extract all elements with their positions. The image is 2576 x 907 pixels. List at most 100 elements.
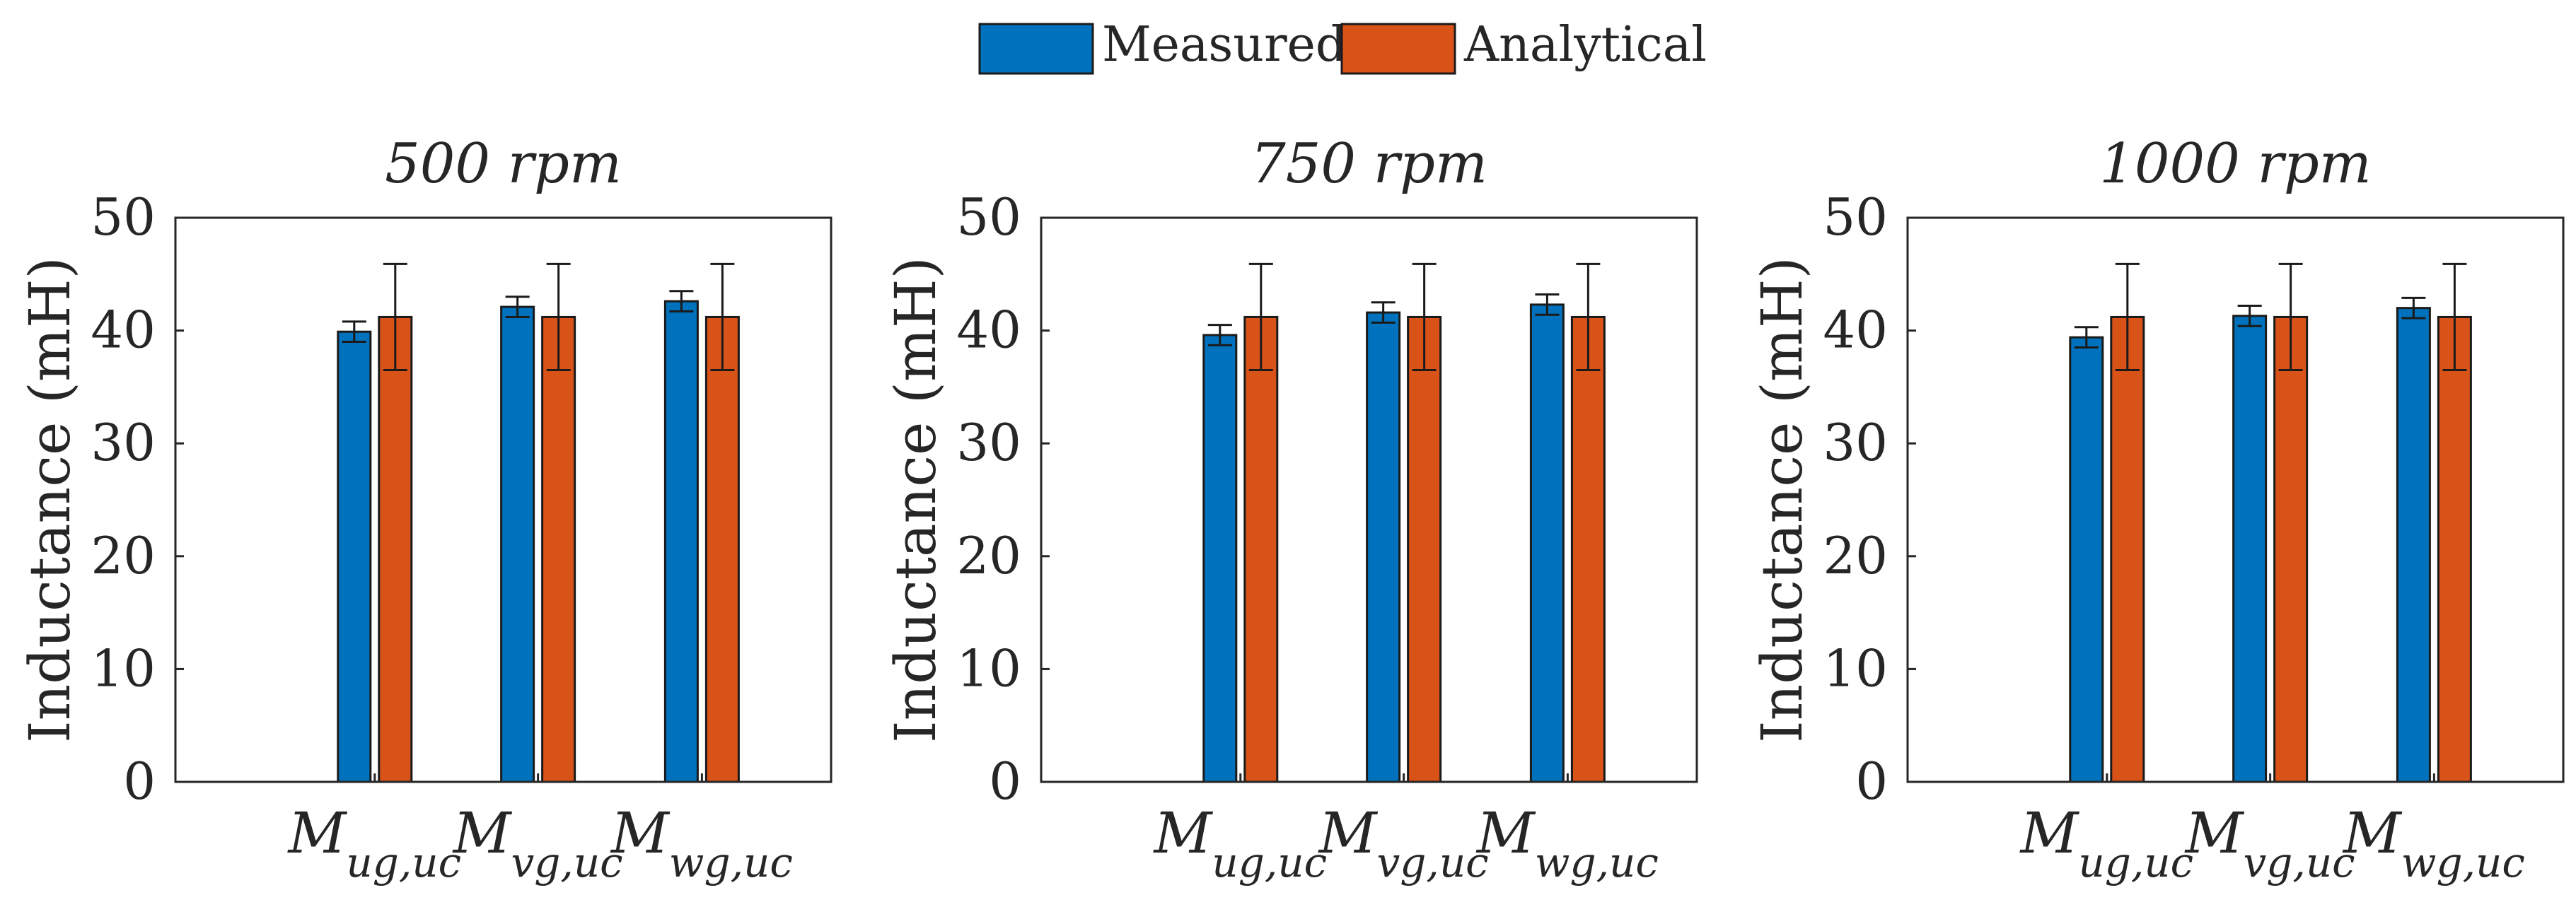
legend-swatch-analytical — [1340, 23, 1456, 75]
subplot-3-ytick-label-0: 0 — [1855, 751, 1888, 811]
subplot-2-ytick-label-0: 0 — [989, 751, 1021, 811]
subplot-2-errorbar-analytical-3 — [1576, 262, 1601, 371]
subplot-2-xtick-label-2: Mvg,uc — [1318, 800, 1489, 886]
subplot-3-bar-measured-1 — [2069, 336, 2104, 783]
xtick-label-main: M — [1318, 800, 1379, 866]
subplot-3: 1000 rpm Inductance (mH) 0 10 20 30 40 50 Mug,uc… — [1749, 132, 2565, 886]
xtick-label-main: M — [286, 800, 347, 866]
xtick-label-main: M — [610, 800, 671, 866]
xtick-label-main: M — [452, 800, 513, 866]
xtick-label-main: M — [2184, 800, 2245, 866]
subplot-3-bar-measured-3 — [2396, 307, 2431, 783]
subplot-2-bar-measured-3 — [1529, 303, 1565, 783]
subplot-2-ytick-label-50: 50 — [956, 187, 1021, 247]
subplot-2-ytick-label-30: 30 — [956, 413, 1021, 472]
xtick-label-main: M — [2342, 800, 2403, 866]
subplot-2-errorbar-measured-1 — [1207, 324, 1232, 346]
subplot-3-y-axis-label: Inductance (mH) — [1749, 257, 1815, 743]
subplot-2-bar-analytical-2 — [1407, 315, 1442, 783]
subplot-3-errorbar-measured-3 — [2401, 296, 2426, 320]
subplot-3-ytick-label-20: 20 — [1823, 526, 1888, 585]
subplot-2-bar-measured-2 — [1366, 311, 1401, 783]
subplot-3-bar-analytical-1 — [2110, 315, 2145, 783]
subplot-2-errorbar-measured-2 — [1371, 301, 1396, 324]
subplot-1-ytick-label-30: 30 — [91, 413, 156, 472]
subplot-3-ytick-label-50: 50 — [1823, 187, 1888, 247]
xtick-label-subscript: ug,uc — [1212, 838, 1327, 886]
subplot-3-errorbar-measured-1 — [2074, 326, 2099, 349]
subplot-1-errorbar-measured-1 — [342, 320, 366, 344]
subplot-1-bar-analytical-2 — [541, 315, 576, 783]
subplot-3-xtick-label-1: Mug,uc — [2019, 800, 2193, 886]
subplot-3-ytick-label-40: 40 — [1823, 300, 1888, 360]
subplot-1-bar-measured-2 — [500, 305, 535, 783]
subplot-3-errorbar-measured-2 — [2237, 304, 2262, 327]
subplot-2-title: 750 rpm — [1251, 132, 1487, 196]
subplot-3-xtick-label-3: Mwg,uc — [2342, 800, 2525, 886]
subplot-2-bar-measured-1 — [1202, 334, 1238, 783]
subplot-2-bar-analytical-1 — [1243, 315, 1279, 783]
subplot-1-errorbar-analytical-2 — [546, 262, 571, 371]
subplot-2-ytick-label-10: 10 — [956, 638, 1021, 698]
legend-label-analytical: Analytical — [1463, 17, 1707, 73]
xtick-label-subscript: wg,uc — [1535, 838, 1659, 886]
subplot-1-xtick-label-1: Mug,uc — [286, 800, 461, 886]
subplot-3-errorbar-analytical-2 — [2278, 262, 2303, 371]
subplot-3-bar-analytical-3 — [2437, 315, 2472, 783]
subplot-1-errorbar-measured-3 — [669, 290, 694, 312]
subplot-1-errorbar-analytical-1 — [383, 262, 407, 371]
subplot-2-errorbar-analytical-1 — [1248, 262, 1273, 371]
subplot-3-errorbar-analytical-3 — [2442, 262, 2467, 371]
xtick-label-main: M — [2019, 800, 2079, 866]
subplot-3-errorbar-analytical-1 — [2115, 262, 2140, 371]
subplot-1-ytick-label-0: 0 — [123, 751, 156, 811]
xtick-label-main: M — [1152, 800, 1213, 866]
subplot-2-ytick-label-40: 40 — [956, 300, 1021, 360]
subplot-1-xtick-label-3: Mwg,uc — [610, 800, 793, 886]
subplot-2-errorbar-measured-3 — [1535, 293, 1560, 316]
subplot-1-bar-analytical-1 — [378, 315, 413, 783]
subplot-1-errorbar-analytical-3 — [710, 262, 735, 371]
subplot-1-errorbar-measured-2 — [505, 295, 530, 318]
legend: Measured Analytical — [978, 17, 1707, 75]
subplot-3-ytick-label-10: 10 — [1823, 638, 1888, 698]
subplot-2-axes-box — [1040, 216, 1698, 783]
xtick-label-subscript: wg,uc — [669, 838, 793, 886]
xtick-label-subscript: ug,uc — [346, 838, 461, 886]
xtick-label-subscript: ug,uc — [2078, 838, 2193, 886]
subplot-2-xtick-label-1: Mug,uc — [1152, 800, 1327, 886]
subplot-1-ytick-label-40: 40 — [91, 300, 156, 360]
subplot-3-bar-measured-2 — [2232, 315, 2268, 783]
subplot-1-ytick-label-50: 50 — [91, 187, 156, 247]
xtick-label-subscript: vg,uc — [2244, 838, 2355, 886]
legend-label-measured: Measured — [1102, 17, 1346, 73]
subplot-3-ytick-label-30: 30 — [1823, 413, 1888, 472]
subplot-1-bar-analytical-3 — [704, 315, 740, 783]
xtick-label-subscript: wg,uc — [2401, 838, 2525, 886]
subplot-1-ytick-label-20: 20 — [91, 526, 156, 585]
subplot-2-xtick-label-3: Mwg,uc — [1475, 800, 1659, 886]
xtick-label-subscript: vg,uc — [511, 838, 623, 886]
subplot-2-errorbar-analytical-2 — [1412, 262, 1437, 371]
subplot-3-bar-analytical-2 — [2273, 315, 2309, 783]
subplot-1-xtick-label-2: Mvg,uc — [452, 800, 623, 886]
subplot-2-y-axis-label: Inductance (mH) — [883, 257, 948, 743]
subplot-3-axes-box — [1906, 216, 2565, 783]
subplot-3-title: 1000 rpm — [2099, 132, 2371, 196]
subplot-1-ytick-label-10: 10 — [91, 638, 156, 698]
subplot-1-title: 500 rpm — [385, 132, 622, 196]
subplot-1-bar-measured-1 — [337, 330, 372, 783]
subplot-1-bar-measured-3 — [663, 300, 699, 783]
xtick-label-subscript: vg,uc — [1377, 838, 1489, 886]
subplot-1-y-axis-label: Inductance (mH) — [17, 257, 83, 743]
subplot-1-axes-box — [174, 216, 832, 783]
legend-swatch-measured — [978, 23, 1094, 75]
xtick-label-main: M — [1475, 800, 1536, 866]
subplot-2-ytick-label-20: 20 — [956, 526, 1021, 585]
subplot-3-xtick-label-2: Mvg,uc — [2184, 800, 2355, 886]
